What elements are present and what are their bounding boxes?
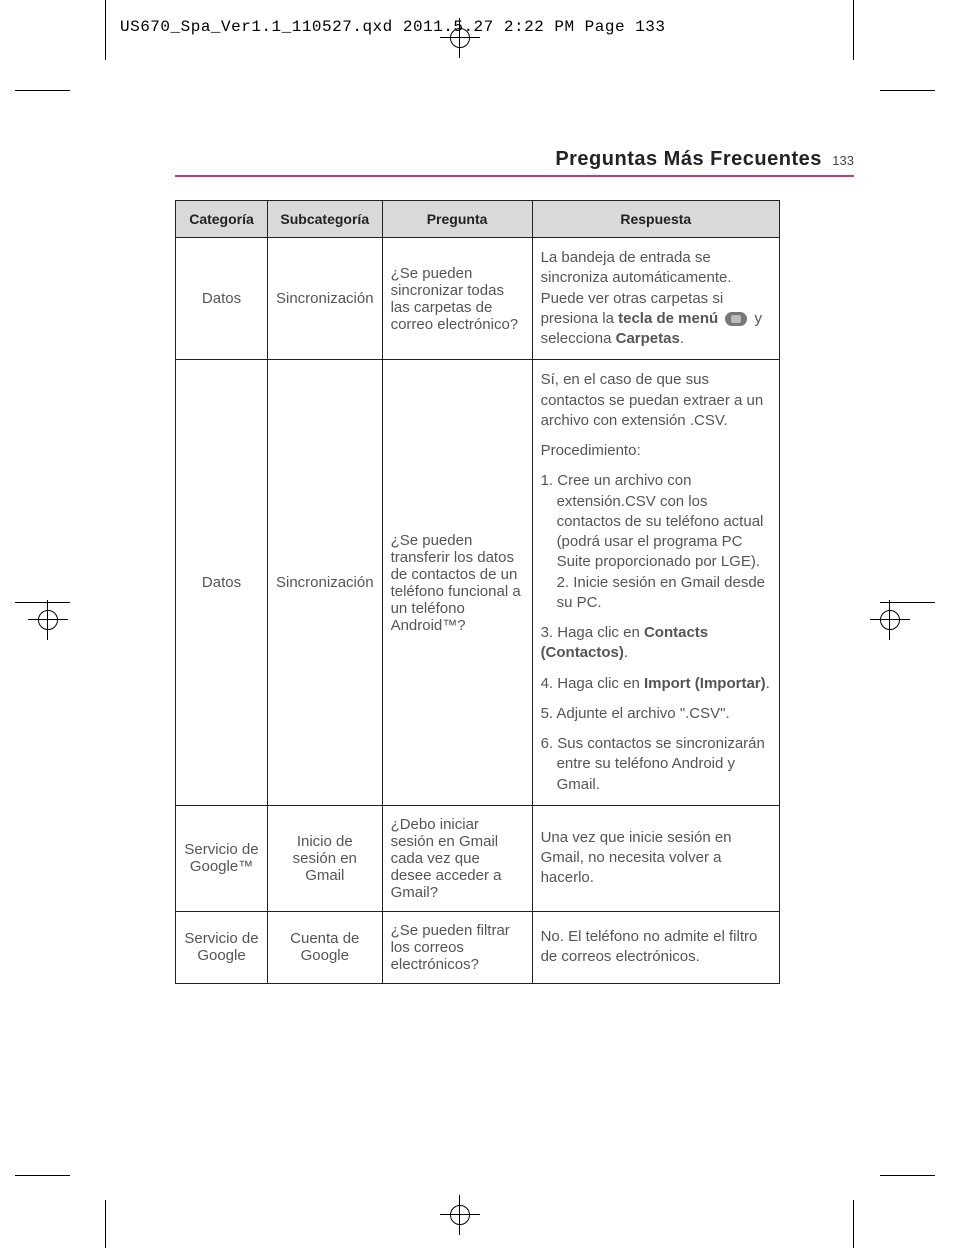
answer-text: . bbox=[766, 675, 770, 692]
table-header-row: Categoría Subcategoría Pregunta Respuest… bbox=[176, 201, 780, 238]
cell-categoria: Servicio de Google bbox=[176, 911, 268, 983]
answer-step: 3. Haga clic en Contacts (Contactos). bbox=[541, 623, 771, 664]
cell-subcategoria: Cuenta de Google bbox=[268, 911, 383, 983]
cell-categoria: Datos bbox=[176, 360, 268, 806]
answer-text: . bbox=[624, 644, 628, 661]
table-row: Datos Sincronización ¿Se pueden transfer… bbox=[176, 360, 780, 806]
cell-pregunta: ¿Se pueden transferir los datos de conta… bbox=[382, 360, 532, 806]
cell-respuesta: La bandeja de entrada se sincroniza auto… bbox=[532, 238, 779, 360]
col-respuesta: Respuesta bbox=[532, 201, 779, 238]
crop-mark bbox=[15, 90, 70, 91]
registration-mark-icon bbox=[28, 600, 68, 640]
answer-step: 6. Sus contactos se sincronizarán entre … bbox=[541, 734, 771, 795]
table-row: Servicio de Google™ Inicio de sesión en … bbox=[176, 805, 780, 911]
col-subcategoria: Subcategoría bbox=[268, 201, 383, 238]
page-title-wrap: Preguntas Más Frecuentes 133 bbox=[175, 148, 854, 177]
answer-bold: Import (Importar) bbox=[644, 675, 766, 692]
cell-pregunta: ¿Se pueden sincronizar todas las carpeta… bbox=[382, 238, 532, 360]
table-row: Servicio de Google Cuenta de Google ¿Se … bbox=[176, 911, 780, 983]
answer-paragraph: Sí, en el caso de que sus contactos se p… bbox=[541, 370, 771, 431]
crop-mark bbox=[105, 0, 106, 60]
faq-table: Categoría Subcategoría Pregunta Respuest… bbox=[175, 200, 780, 984]
cell-categoria: Datos bbox=[176, 238, 268, 360]
registration-mark-icon bbox=[870, 600, 910, 640]
answer-step: 4. Haga clic en Import (Importar). bbox=[541, 674, 771, 694]
col-categoria: Categoría bbox=[176, 201, 268, 238]
cell-pregunta: ¿Se pueden filtrar los correos electróni… bbox=[382, 911, 532, 983]
print-header-slug: US670_Spa_Ver1.1_110527.qxd 2011.5.27 2:… bbox=[120, 18, 665, 36]
cell-subcategoria: Sincronización bbox=[268, 238, 383, 360]
answer-bold: Carpetas bbox=[616, 330, 680, 347]
answer-step: 1. Cree un archivo con extensión.CSV con… bbox=[541, 471, 771, 613]
cell-subcategoria: Sincronización bbox=[268, 360, 383, 806]
cell-respuesta: Sí, en el caso de que sus contactos se p… bbox=[532, 360, 779, 806]
answer-text: 4. Haga clic en bbox=[541, 675, 644, 692]
cell-respuesta: No. El teléfono no admite el filtro de c… bbox=[532, 911, 779, 983]
page-number: 133 bbox=[832, 153, 854, 168]
answer-paragraph: Procedimiento: bbox=[541, 441, 771, 461]
crop-mark bbox=[880, 90, 935, 91]
crop-mark bbox=[15, 1175, 70, 1176]
table-row: Datos Sincronización ¿Se pueden sincroni… bbox=[176, 238, 780, 360]
cell-subcategoria: Inicio de sesión en Gmail bbox=[268, 805, 383, 911]
crop-mark bbox=[105, 1200, 106, 1248]
registration-mark-icon bbox=[440, 18, 480, 58]
answer-step: 5. Adjunte el archivo ".CSV". bbox=[541, 704, 771, 724]
menu-key-icon bbox=[725, 312, 747, 326]
answer-text: 3. Haga clic en bbox=[541, 624, 644, 641]
col-pregunta: Pregunta bbox=[382, 201, 532, 238]
cell-pregunta: ¿Debo iniciar sesión en Gmail cada vez q… bbox=[382, 805, 532, 911]
cell-categoria: Servicio de Google™ bbox=[176, 805, 268, 911]
cell-respuesta: Una vez que inicie sesión en Gmail, no n… bbox=[532, 805, 779, 911]
answer-bold: tecla de menú bbox=[618, 310, 718, 327]
crop-mark bbox=[853, 0, 854, 60]
answer-text: . bbox=[680, 330, 684, 347]
crop-mark bbox=[853, 1200, 854, 1248]
page-title: Preguntas Más Frecuentes bbox=[555, 148, 822, 170]
crop-mark bbox=[880, 1175, 935, 1176]
registration-mark-icon bbox=[440, 1195, 480, 1235]
